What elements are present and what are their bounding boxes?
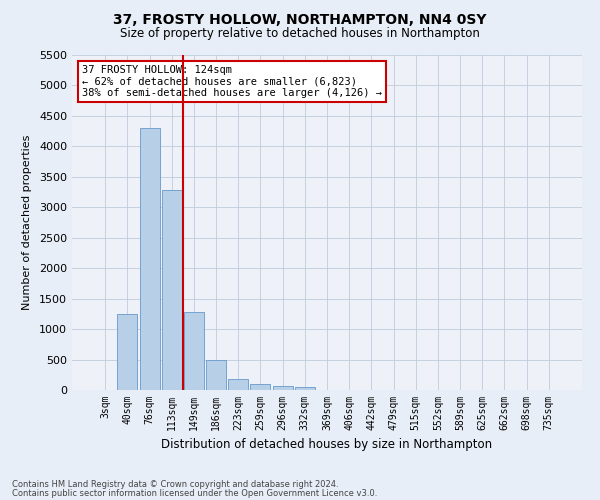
Text: 37 FROSTY HOLLOW: 124sqm
← 62% of detached houses are smaller (6,823)
38% of sem: 37 FROSTY HOLLOW: 124sqm ← 62% of detach… [82,65,382,98]
Text: 37, FROSTY HOLLOW, NORTHAMPTON, NN4 0SY: 37, FROSTY HOLLOW, NORTHAMPTON, NN4 0SY [113,12,487,26]
Bar [228,378,248,390]
Bar [250,384,271,390]
Bar [184,312,204,390]
Bar [118,314,137,390]
Bar [140,128,160,390]
Text: Contains HM Land Registry data © Crown copyright and database right 2024.: Contains HM Land Registry data © Crown c… [12,480,338,489]
Bar [295,386,315,390]
Bar [272,386,293,390]
Text: Size of property relative to detached houses in Northampton: Size of property relative to detached ho… [120,28,480,40]
Text: Contains public sector information licensed under the Open Government Licence v3: Contains public sector information licen… [12,488,377,498]
Bar [162,190,182,390]
X-axis label: Distribution of detached houses by size in Northampton: Distribution of detached houses by size … [161,438,493,452]
Bar [206,360,226,390]
Y-axis label: Number of detached properties: Number of detached properties [22,135,32,310]
